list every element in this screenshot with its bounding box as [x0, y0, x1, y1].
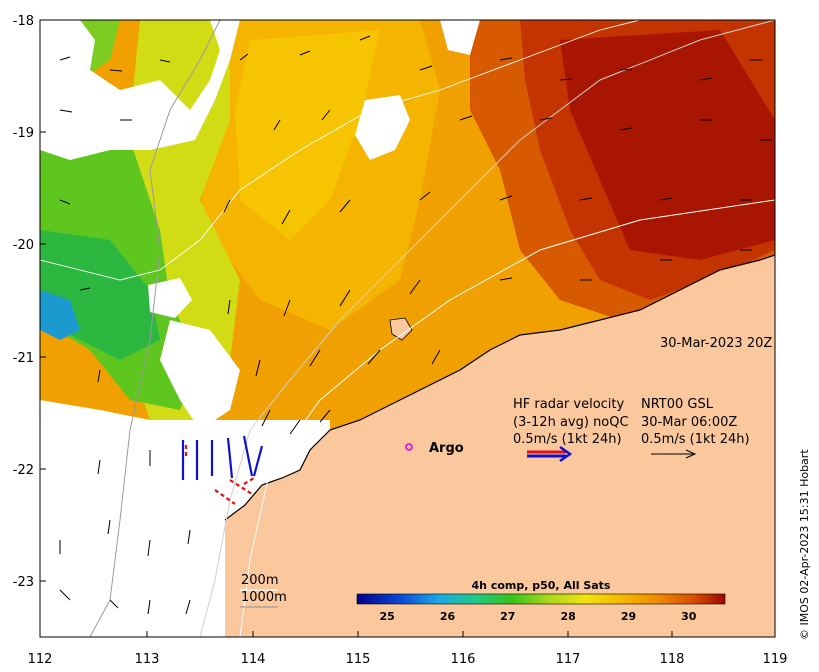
colorbar-tick-30: 30: [681, 610, 697, 623]
axis-ticks: [39, 19, 776, 637]
x-tick-116: 116: [451, 652, 476, 667]
x-tick-117: 117: [556, 652, 581, 667]
depth-200-label: 200m: [241, 573, 278, 588]
radar-legend-arrow: [527, 445, 573, 463]
x-tick-113: 113: [135, 652, 160, 667]
radar-scale: 0.5m/s (1kt 24h): [513, 432, 622, 447]
x-tick-114: 114: [241, 652, 266, 667]
nrt-legend-arrow: [651, 449, 697, 459]
colorbar-tick-29: 29: [621, 610, 636, 623]
y-tick-23: -23: [13, 575, 34, 590]
colorbar-tick-26: 26: [440, 610, 456, 623]
depth-1000-label: 1000m: [241, 590, 287, 605]
colorbar-tick-25: 25: [380, 610, 395, 623]
colorbar-ticks: 25 26 27 28 29 30: [380, 610, 697, 623]
colorbar: [356, 593, 726, 605]
credit-text: © IMOS 02-Apr-2023 15:31 Hobart: [798, 449, 811, 640]
radar-avg: (3-12h avg) noQC: [513, 415, 629, 430]
date-label: 30-Mar-2023 20Z: [660, 336, 772, 351]
nrt-title: NRT00 GSL: [641, 397, 714, 412]
radar-title: HF radar velocity: [513, 397, 625, 412]
hf-radar-arrows: [181, 435, 264, 505]
x-tick-112: 112: [28, 652, 53, 667]
y-tick-20: -20: [13, 238, 34, 253]
x-tick-115: 115: [346, 652, 371, 667]
y-tick-18: -18: [13, 14, 34, 29]
colorbar-title: 4h comp, p50, All Sats: [472, 579, 611, 592]
map-field: [40, 20, 775, 637]
x-tick-119: 119: [763, 652, 788, 667]
colorbar-tick-28: 28: [560, 610, 575, 623]
nrt-scale: 0.5m/s (1kt 24h): [641, 432, 750, 447]
x-tick-118: 118: [660, 652, 685, 667]
nrt-date: 30-Mar 06:00Z: [641, 415, 737, 430]
map-frame: [39, 19, 776, 638]
y-tick-22: -22: [13, 463, 34, 478]
current-arrows: [59, 35, 772, 615]
y-tick-19: -19: [13, 126, 34, 141]
argo-marker: [405, 443, 413, 451]
colorbar-tick-27: 27: [500, 610, 515, 623]
y-tick-21: -21: [13, 351, 34, 366]
argo-label: Argo: [429, 441, 464, 456]
